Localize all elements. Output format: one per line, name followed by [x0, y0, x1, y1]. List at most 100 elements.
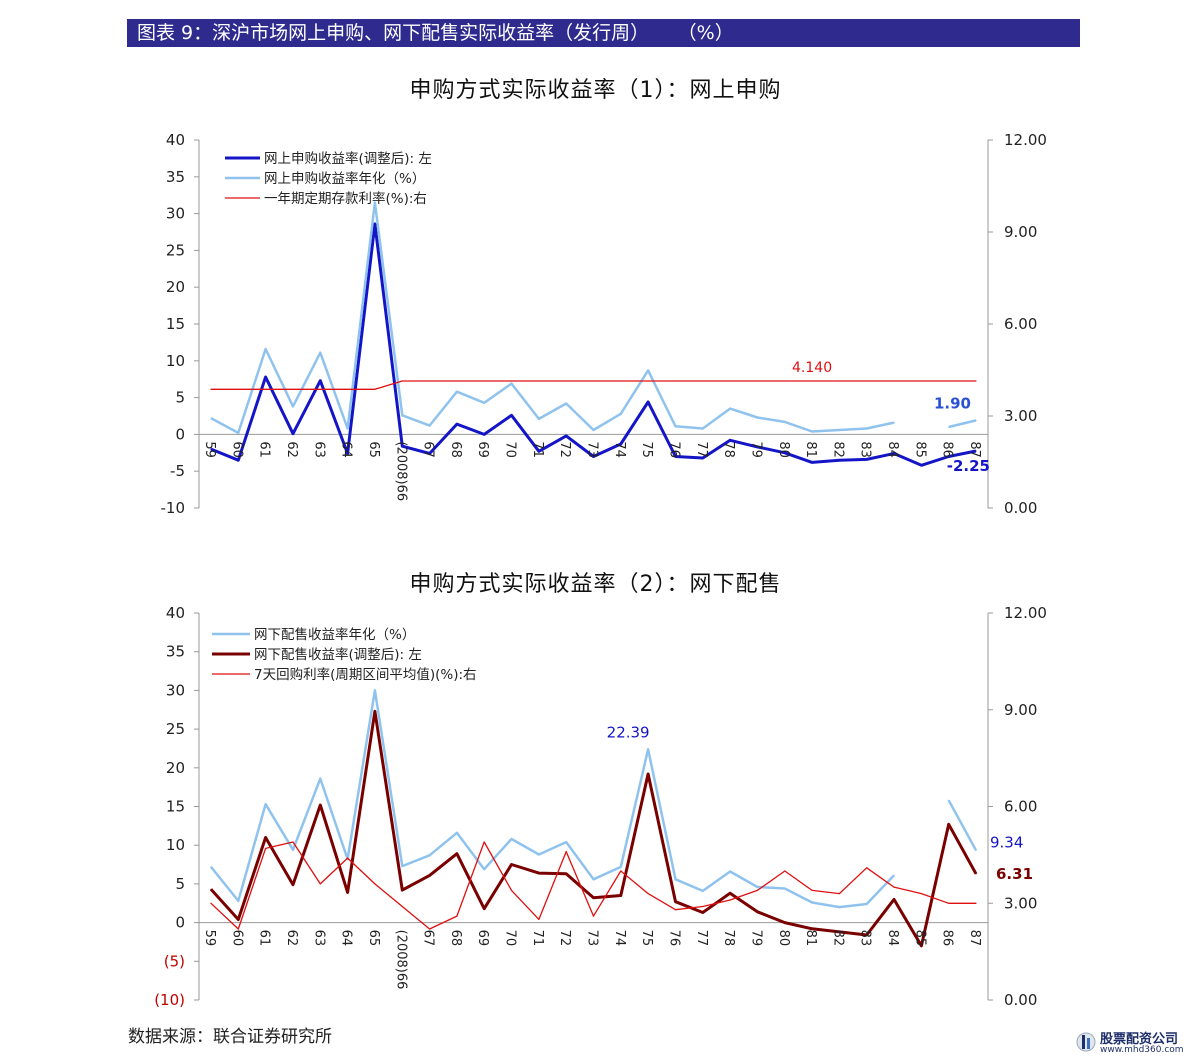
- series-point-3: [784, 380, 786, 382]
- series-point-1: [319, 380, 321, 382]
- series-point-2: [428, 424, 431, 427]
- category-label: 84: [885, 441, 900, 458]
- series-point-2: [538, 418, 540, 420]
- series-point-2: [292, 884, 294, 886]
- series-point-2: [620, 894, 622, 897]
- series-point-1: [784, 452, 786, 454]
- series-point-2: [702, 911, 704, 914]
- series-point-1: [347, 452, 349, 455]
- series-point-1: [975, 849, 977, 851]
- series-point-3: [265, 847, 267, 850]
- series-point-3: [456, 915, 458, 917]
- category-label: 76: [666, 930, 681, 947]
- series-point-1: [866, 458, 868, 461]
- series-point-3: [756, 889, 759, 891]
- category-label: 73: [585, 930, 600, 947]
- series-point-1: [948, 455, 950, 458]
- series-point-3: [756, 380, 759, 382]
- series-point-1: [483, 868, 485, 870]
- series-point-1: [592, 878, 595, 880]
- series-point-3: [920, 380, 922, 382]
- category-label: 85: [912, 930, 927, 947]
- series-point-3: [592, 380, 595, 382]
- series-line-2: [210, 201, 895, 435]
- series-point-1: [729, 439, 731, 441]
- series-point-2: [674, 901, 677, 903]
- category-label: 78: [721, 930, 736, 947]
- figure-title: 图表 9：深沪市场网上申购、网下配售实际收益率（发行周）: [137, 22, 650, 44]
- series-point-3: [347, 857, 349, 859]
- series-point-2: [565, 402, 567, 405]
- right-tick-label: 6.00: [1004, 798, 1037, 816]
- series-point-3: [647, 892, 649, 895]
- category-label: (2008)66: [393, 930, 408, 990]
- left-tick-label: 5: [175, 875, 185, 893]
- series-point-3: [893, 380, 895, 382]
- series-point-1: [456, 832, 458, 834]
- series-point-1: [292, 849, 294, 851]
- category-label: 59: [202, 441, 217, 458]
- series-point-3: [483, 841, 485, 843]
- series-point-1: [374, 223, 376, 225]
- series-point-1: [975, 450, 977, 452]
- category-label: 80: [776, 441, 791, 458]
- series-point-3: [866, 380, 868, 382]
- left-tick-label: 10: [166, 836, 185, 854]
- series-point-2: [702, 427, 704, 430]
- category-label: 65: [366, 441, 381, 458]
- series-point-2: [374, 201, 376, 204]
- series-point-3: [456, 380, 458, 382]
- series-point-1: [401, 445, 403, 447]
- series-point-1: [265, 376, 267, 378]
- data-annotation: 22.39: [607, 723, 650, 741]
- right-tick-label: 3.00: [1004, 894, 1037, 912]
- category-label: 70: [503, 441, 518, 458]
- series-point-1: [565, 435, 567, 437]
- series-point-2: [292, 405, 294, 408]
- series-point-3: [401, 905, 403, 908]
- series-point-2: [538, 872, 540, 874]
- series-point-2: [784, 922, 786, 924]
- category-label: 67: [421, 930, 436, 947]
- category-label: 79: [748, 441, 763, 458]
- left-tick-label: -5: [170, 462, 185, 480]
- category-label: 71: [530, 441, 545, 458]
- chart1-title: 申购方式实际收益率（1）：网上申购: [409, 78, 782, 103]
- series-point-3: [237, 928, 239, 930]
- series-point-2: [620, 413, 622, 415]
- right-tick-label: 3.00: [1004, 407, 1037, 425]
- series-line-1: [947, 799, 978, 851]
- category-label: 75: [639, 441, 654, 458]
- series-point-1: [647, 401, 649, 403]
- watermark-name: 股票配资公司: [1100, 1032, 1179, 1047]
- series-point-2: [565, 873, 567, 875]
- series-point-2: [975, 873, 977, 875]
- category-label: 77: [694, 441, 709, 458]
- left-tick-label: 30: [166, 205, 185, 223]
- left-tick-label: 0: [175, 425, 185, 443]
- series-point-1: [647, 748, 649, 750]
- category-label: 69: [475, 441, 490, 458]
- series-point-3: [811, 889, 813, 891]
- category-label: 72: [557, 930, 572, 947]
- category-label: 62: [284, 930, 299, 947]
- series-point-3: [265, 388, 267, 390]
- series-point-1: [893, 874, 895, 876]
- category-label: 65: [366, 930, 381, 947]
- series-point-3: [620, 870, 622, 872]
- category-label: 67: [421, 441, 436, 458]
- series-point-1: [866, 903, 868, 905]
- series-point-1: [401, 865, 403, 867]
- left-tick-label: 35: [166, 643, 185, 661]
- series-line-2: [209, 709, 978, 948]
- series-point-3: [538, 380, 540, 382]
- category-label: 82: [830, 930, 845, 947]
- right-tick-label: 12.00: [1004, 131, 1047, 149]
- series-point-2: [866, 427, 868, 430]
- data-annotation: 9.34: [990, 833, 1023, 851]
- series-point-3: [483, 380, 485, 382]
- left-tick-label: 15: [166, 315, 185, 333]
- watermark-url: www.mhd360.com: [1100, 1045, 1184, 1055]
- series-point-2: [948, 426, 950, 428]
- category-label: 86: [940, 441, 955, 458]
